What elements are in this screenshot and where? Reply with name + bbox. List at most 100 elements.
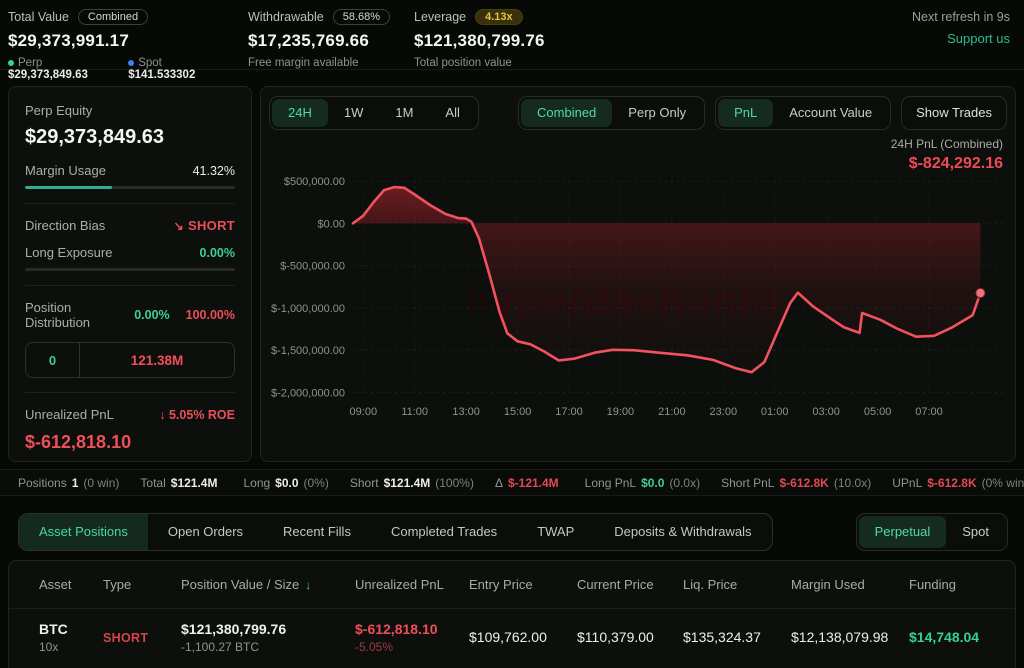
- header-asset: Asset: [39, 577, 72, 592]
- mode-toggle: Combined Perp Only: [518, 96, 706, 130]
- chart-pnl-value: $-824,292.16: [908, 155, 1003, 172]
- account-value-toggle[interactable]: Account Value: [789, 105, 873, 120]
- header-type: Type: [103, 577, 132, 592]
- entry-price: $109,762.00: [469, 629, 547, 645]
- total-value: $29,373,991.17: [8, 31, 129, 50]
- view-toggle: PnL Account Value: [715, 96, 892, 130]
- combined-badge[interactable]: Combined: [77, 9, 149, 25]
- perp-equity-value: $29,373,849.63: [25, 126, 165, 148]
- chart-pnl-label: 24H PnL (Combined): [890, 137, 1003, 151]
- position-value-total: $121,380,799.76: [414, 31, 545, 50]
- row-upnl: $-612,818.10: [355, 620, 438, 637]
- position-value: $121,380,799.76: [181, 620, 287, 637]
- header-position-value[interactable]: Position Value / Size ↓: [181, 577, 312, 592]
- position-distribution-bar: 0 121.38M: [25, 342, 235, 378]
- liq-price: $135,324.37: [683, 629, 761, 645]
- short-total: $121.4M: [383, 475, 431, 490]
- long-pnl: $0.0: [641, 475, 665, 490]
- leverage-sub: Total position value: [414, 57, 512, 69]
- topbar: Total Value Combined $29,373,991.17 Perp…: [0, 0, 1024, 81]
- long-total: $0.0: [275, 475, 299, 490]
- perp-label: Perp: [18, 57, 43, 69]
- position-distribution-label: Position Distribution: [25, 300, 91, 330]
- total-positions: $121.4M: [170, 475, 218, 490]
- refresh-countdown: Next refresh in 9s: [912, 10, 1010, 24]
- withdrawable-pct-badge: 58.68%: [332, 9, 391, 25]
- asset-symbol: BTC: [39, 620, 68, 637]
- svg-text:11:00: 11:00: [401, 406, 428, 418]
- margin-usage-value: 41.32%: [192, 163, 235, 178]
- long-percent: 0.00%: [134, 308, 170, 322]
- svg-text:17:00: 17:00: [555, 406, 583, 418]
- svg-text:05:00: 05:00: [864, 406, 892, 418]
- positions-count: 1: [71, 475, 79, 490]
- show-trades-button[interactable]: Show Trades: [901, 96, 1007, 130]
- divider: [25, 392, 235, 393]
- pnl-chart[interactable]: $500,000.00 $0.00 $-500,000.00 $-1,000,000.…: [269, 169, 1009, 421]
- direction-bias-label: Direction Bias: [25, 218, 106, 233]
- long-amount: 0: [26, 343, 80, 377]
- svg-text:15:00: 15:00: [504, 406, 532, 418]
- table-row[interactable]: BTC 10x SHORT $121,380,799.76 -1,100.27 BT…: [9, 609, 1015, 665]
- support-us-link[interactable]: Support us: [947, 31, 1010, 46]
- unrealized-pnl-label: Unrealized PnL: [25, 407, 114, 422]
- combined-toggle[interactable]: Combined: [521, 99, 613, 127]
- svg-text:$-500,000.00: $-500,000.00: [280, 261, 345, 273]
- tab-completed-trades[interactable]: Completed Trades: [390, 524, 498, 539]
- perpetual-toggle[interactable]: Perpetual: [858, 516, 947, 548]
- leverage-badge: 4.13x: [475, 9, 523, 25]
- account-summary-panel: Perp Equity $29,373,849.63 Margin Usage …: [8, 86, 252, 462]
- divider: [25, 285, 235, 286]
- perp-dot-icon: [8, 60, 14, 66]
- table-tabs: Asset Positions Open Orders Recent Fills…: [18, 513, 773, 551]
- tab-deposits-withdrawals[interactable]: Deposits & Withdrawals: [614, 524, 752, 539]
- pnl-toggle[interactable]: PnL: [718, 99, 774, 127]
- pnl-chart-panel: 24H 1W 1M All Combined Perp Only PnL Acc…: [260, 86, 1016, 462]
- asset-leverage: 10x: [39, 639, 59, 654]
- tab-asset-positions[interactable]: Asset Positions: [19, 514, 148, 550]
- asset-positions-table: Asset Type Position Value / Size ↓ Unreal…: [8, 560, 1016, 668]
- range-24h-tab[interactable]: 24H: [272, 99, 328, 127]
- current-price: $110,379.00: [577, 629, 654, 645]
- range-1w-tab[interactable]: 1W: [343, 105, 364, 120]
- withdrawable-value: $17,235,769.66: [248, 31, 369, 50]
- svg-text:13:00: 13:00: [452, 406, 480, 418]
- header-unrealized-pnl: Unrealized PnL: [355, 577, 444, 592]
- leverage-stat: Leverage 4.13x $121,380,799.76 Total pos…: [414, 9, 545, 69]
- svg-text:21:00: 21:00: [658, 406, 686, 418]
- perp-equity-label: Perp Equity: [25, 103, 93, 118]
- funding-value: $14,748.04: [909, 629, 980, 645]
- svg-text:03:00: 03:00: [812, 406, 840, 418]
- range-1m-tab[interactable]: 1M: [395, 105, 414, 120]
- tab-recent-fills[interactable]: Recent Fills: [283, 524, 351, 539]
- svg-text:23:00: 23:00: [710, 406, 738, 418]
- long-exposure-bar: [25, 268, 235, 271]
- spot-value: $141.533302: [128, 69, 196, 81]
- total-value-label: Total Value: [8, 10, 69, 24]
- upnl-total: $-612.8K: [927, 475, 977, 490]
- spot-dot-icon: [128, 60, 135, 66]
- svg-text:$-1,500,000.00: $-1,500,000.00: [271, 345, 345, 357]
- range-all-tab[interactable]: All: [445, 105, 460, 120]
- position-size: -1,100.27 BTC: [181, 639, 260, 654]
- trend-down-icon: ↘: [173, 219, 184, 233]
- svg-text:19:00: 19:00: [607, 406, 635, 418]
- spot-toggle[interactable]: Spot: [962, 524, 989, 539]
- time-range-tabs: 24H 1W 1M All: [269, 96, 479, 130]
- short-pnl: $-612.8K: [779, 475, 829, 490]
- svg-text:09:00: 09:00: [350, 406, 378, 418]
- delta-value: $-121.4M: [507, 475, 559, 490]
- tab-open-orders[interactable]: Open Orders: [167, 524, 244, 539]
- svg-text:01:00: 01:00: [761, 406, 789, 418]
- table-header-row: Asset Type Position Value / Size ↓ Unreal…: [9, 561, 1015, 609]
- header-margin-used: Margin Used: [791, 577, 865, 592]
- short-percent: 100.00%: [185, 308, 235, 322]
- margin-usage-bar: [25, 186, 235, 189]
- perp-only-toggle[interactable]: Perp Only: [628, 105, 687, 120]
- header-entry-price: Entry Price: [469, 577, 533, 592]
- tab-twap[interactable]: TWAP: [537, 524, 575, 539]
- positions-summary-bar: Positions 1 (0 win) Total $121.4M Long $0.0(…: [0, 469, 1024, 496]
- short-amount: 121.38M: [130, 352, 184, 368]
- total-value-stat: Total Value Combined $29,373,991.17 Perp…: [8, 9, 224, 81]
